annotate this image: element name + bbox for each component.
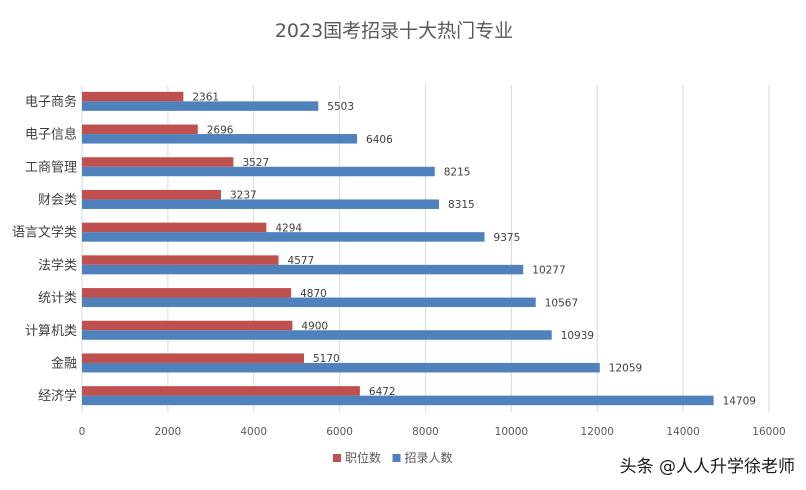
value-label: 2361 [192, 92, 219, 104]
bar-recruits [82, 166, 435, 177]
bar-positions [82, 320, 293, 331]
x-tick-label: 2000 [155, 426, 182, 438]
bar-positions [82, 124, 198, 135]
legend-swatch [333, 454, 341, 462]
bar-recruits [82, 101, 319, 111]
bar-recruits [82, 264, 524, 275]
bar-positions [82, 222, 267, 233]
category-label: 语言文学类 [12, 225, 77, 241]
x-tick-label: 10000 [495, 426, 528, 438]
bar-positions [82, 157, 234, 167]
bar-positions [82, 91, 184, 102]
category-label: 经济学 [38, 388, 77, 404]
value-label: 5170 [313, 353, 340, 365]
category-label: 统计类 [38, 291, 77, 306]
x-tick-label: 6000 [326, 426, 353, 438]
value-label: 9375 [494, 232, 521, 244]
legend-label: 招录人数 [405, 450, 453, 465]
value-label: 2696 [207, 124, 234, 136]
x-tick-label: 0 [79, 426, 86, 438]
value-labels: 2361 5503 2696 6406 3527 8215 3237 8315 4294 9375… [192, 92, 756, 408]
category-label: 法学类 [38, 257, 77, 273]
value-label: 8315 [448, 199, 475, 211]
value-label: 4870 [300, 288, 327, 300]
x-tick-label: 16000 [752, 426, 785, 438]
bar-recruits [82, 199, 440, 209]
bar-recruits [82, 232, 485, 242]
category-label: 金融 [51, 355, 77, 371]
legend-label: 职位数 [345, 450, 381, 465]
value-label: 8215 [444, 167, 471, 179]
chart-title: 2023国考招录十大热门专业 [275, 20, 513, 42]
legend: 职位数 招录人数 [333, 450, 453, 465]
value-label: 4900 [301, 321, 328, 333]
bar-recruits [82, 134, 358, 144]
value-label: 4577 [288, 255, 315, 267]
value-label: 10939 [561, 330, 594, 342]
value-label: 5503 [327, 101, 354, 113]
bar-recruits [82, 297, 536, 308]
value-label: 4294 [275, 222, 302, 234]
x-tick-label: 12000 [581, 426, 614, 438]
x-tick-label: 8000 [412, 426, 439, 438]
value-label: 3237 [230, 190, 257, 202]
x-tick-label: 4000 [240, 426, 267, 438]
bar-recruits [82, 362, 600, 373]
value-label: 6472 [369, 386, 396, 398]
value-label: 6406 [366, 134, 393, 146]
legend-swatch [392, 454, 401, 462]
value-label: 3527 [242, 157, 269, 169]
category-label: 电子商务 [25, 94, 77, 110]
value-label: 10567 [545, 297, 578, 309]
category-label: 财会类 [38, 193, 77, 208]
bar-positions [82, 255, 279, 265]
bar-positions [82, 189, 221, 200]
bar-recruits [82, 330, 552, 340]
watermark: 头条 @人人升学徐老师 [620, 457, 795, 477]
bar-recruits [82, 395, 714, 406]
x-tick-label: 14000 [666, 426, 699, 438]
value-label: 14709 [723, 395, 756, 407]
bar-positions [82, 288, 292, 298]
bars [82, 91, 714, 406]
x-axis-ticks: 0 2000 4000 6000 8000 10000 12000 14000 16000 [79, 426, 786, 438]
category-label: 电子信息 [25, 127, 77, 143]
bar-positions [82, 386, 360, 396]
category-label: 计算机类 [25, 324, 77, 339]
value-label: 10277 [532, 265, 565, 277]
bar-positions [82, 353, 304, 363]
value-label: 12059 [609, 363, 642, 375]
category-label: 工商管理 [25, 160, 77, 175]
